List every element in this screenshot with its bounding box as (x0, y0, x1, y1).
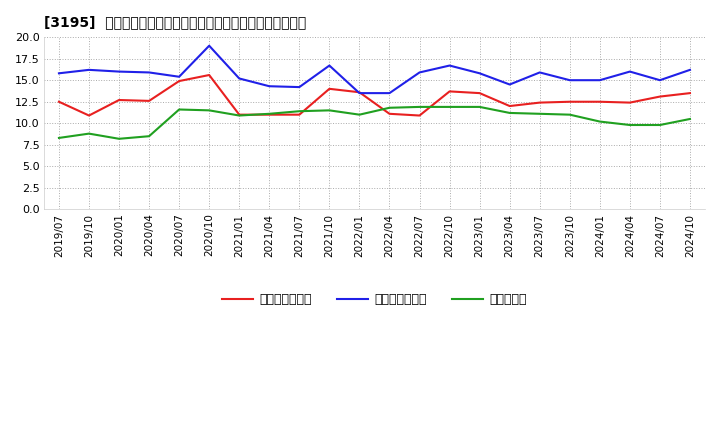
Text: [3195]  売上債権回転率、買入債務回転率、在庫回転率の推移: [3195] 売上債権回転率、買入債務回転率、在庫回転率の推移 (44, 15, 306, 29)
売上債権回転率 (595, 99, 604, 104)
買入債務回転率 (114, 69, 123, 74)
在庫回転率 (565, 112, 574, 117)
在庫回転率 (385, 105, 394, 110)
Legend: 売上債権回転率, 買入債務回転率, 在庫回転率: 売上債権回転率, 買入債務回転率, 在庫回転率 (217, 288, 532, 311)
在庫回転率 (685, 116, 694, 121)
売上債権回転率 (175, 78, 184, 84)
Line: 在庫回転率: 在庫回転率 (59, 107, 690, 139)
売上債権回転率 (475, 91, 484, 96)
買入債務回転率 (685, 67, 694, 73)
買入債務回転率 (235, 76, 243, 81)
在庫回転率 (626, 122, 634, 128)
買入債務回転率 (595, 77, 604, 83)
買入債務回転率 (536, 70, 544, 75)
買入債務回転率 (175, 74, 184, 79)
売上債権回転率 (205, 73, 214, 78)
在庫回転率 (145, 134, 153, 139)
在庫回転率 (325, 108, 333, 113)
売上債権回転率 (656, 94, 665, 99)
売上債権回転率 (355, 90, 364, 95)
在庫回転率 (175, 107, 184, 112)
売上債権回転率 (415, 113, 424, 118)
買入債務回転率 (295, 84, 304, 90)
在庫回転率 (355, 112, 364, 117)
在庫回転率 (505, 110, 514, 116)
買入債務回転率 (626, 69, 634, 74)
売上債権回転率 (55, 99, 63, 104)
買入債務回転率 (565, 77, 574, 83)
在庫回転率 (85, 131, 94, 136)
買入債務回転率 (385, 91, 394, 96)
買入債務回転率 (145, 70, 153, 75)
売上債権回転率 (505, 103, 514, 109)
買入債務回転率 (505, 82, 514, 87)
買入債務回転率 (205, 43, 214, 48)
在庫回転率 (295, 109, 304, 114)
売上債権回転率 (114, 97, 123, 103)
売上債権回転率 (85, 113, 94, 118)
売上債権回転率 (265, 112, 274, 117)
在庫回転率 (415, 104, 424, 110)
在庫回転率 (114, 136, 123, 141)
売上債権回転率 (295, 112, 304, 117)
在庫回転率 (475, 104, 484, 110)
売上債権回転率 (565, 99, 574, 104)
買入債務回転率 (445, 63, 454, 68)
買入債務回転率 (55, 71, 63, 76)
買入債務回転率 (475, 71, 484, 76)
買入債務回転率 (85, 67, 94, 73)
在庫回転率 (445, 104, 454, 110)
買入債務回転率 (325, 63, 333, 68)
在庫回転率 (235, 113, 243, 118)
売上債権回転率 (325, 86, 333, 92)
在庫回転率 (536, 111, 544, 117)
売上債権回転率 (145, 98, 153, 103)
在庫回転率 (595, 119, 604, 124)
買入債務回転率 (415, 70, 424, 75)
買入債務回転率 (265, 84, 274, 89)
売上債権回転率 (685, 91, 694, 96)
売上債権回転率 (445, 89, 454, 94)
在庫回転率 (55, 135, 63, 140)
売上債権回転率 (536, 100, 544, 105)
売上債権回転率 (385, 111, 394, 117)
売上債権回転率 (626, 100, 634, 105)
在庫回転率 (656, 122, 665, 128)
売上債権回転率 (235, 112, 243, 117)
買入債務回転率 (355, 91, 364, 96)
在庫回転率 (265, 111, 274, 117)
Line: 売上債権回転率: 売上債権回転率 (59, 75, 690, 116)
在庫回転率 (205, 108, 214, 113)
買入債務回転率 (656, 77, 665, 83)
Line: 買入債務回転率: 買入債務回転率 (59, 46, 690, 93)
